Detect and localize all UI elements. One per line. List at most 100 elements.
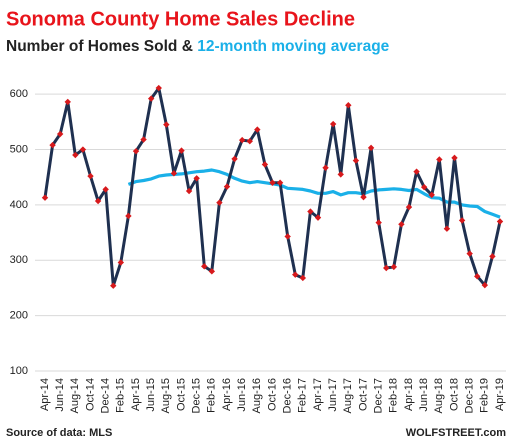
marker [201, 263, 208, 270]
marker [367, 144, 375, 152]
marker [443, 225, 451, 232]
x-tick-label: Apr-18 [403, 378, 415, 411]
marker [345, 102, 352, 109]
x-tick-label: Dec-16 [282, 378, 294, 413]
marker [254, 126, 261, 133]
marker [292, 271, 299, 278]
marker [246, 138, 253, 145]
marker [360, 193, 367, 201]
marker [284, 233, 291, 240]
legend-entry: Number of Homes Sold [6, 38, 177, 55]
x-tick-label: Apr-14 [39, 378, 51, 411]
x-tick-label: Apr-19 [494, 378, 506, 411]
x-tick-label: Feb-18 [388, 378, 400, 413]
x-tick-label: Aug-14 [69, 378, 81, 413]
marker [261, 161, 269, 168]
marker [314, 214, 322, 221]
y-tick-label: 600 [10, 88, 28, 100]
x-tick-label: Oct-15 [175, 378, 187, 411]
marker [132, 147, 140, 155]
marker [436, 156, 443, 163]
marker [269, 179, 276, 186]
x-tick-label: Oct-17 [357, 378, 369, 411]
marker [147, 95, 155, 102]
x-tick-label: Feb-15 [115, 378, 127, 413]
y-tick-label: 300 [10, 254, 28, 266]
x-tick-label: Jun-15 [145, 378, 157, 412]
x-tick-label: Aug-18 [433, 378, 445, 413]
marker [466, 250, 473, 257]
marker [337, 171, 344, 178]
y-tick-label: 200 [10, 310, 28, 322]
x-tick-label: Apr-15 [130, 378, 142, 411]
x-tick-label: Dec-17 [373, 378, 385, 413]
marker [299, 274, 307, 282]
x-tick-label: Dec-15 [191, 378, 203, 413]
x-tick-label: Jun-14 [54, 378, 66, 412]
marker [117, 259, 125, 266]
marker [102, 186, 109, 193]
series-line [127, 168, 501, 219]
marker [451, 154, 458, 162]
marker [375, 219, 382, 226]
y-tick-label: 100 [10, 365, 28, 377]
x-tick-label: Dec-14 [100, 378, 112, 413]
x-tick-label: Aug-16 [251, 378, 263, 413]
marker [140, 136, 147, 143]
marker [56, 130, 64, 138]
marker [216, 199, 223, 206]
marker [110, 282, 117, 289]
marker [178, 147, 185, 154]
marker [322, 164, 329, 171]
x-tick-label: Feb-19 [479, 378, 491, 413]
marker [193, 175, 200, 182]
marker [481, 281, 489, 289]
marker [276, 179, 284, 186]
x-tick-label: Apr-16 [221, 378, 233, 411]
marker [155, 84, 162, 92]
marker [64, 98, 71, 106]
marker [307, 208, 314, 215]
x-tick-label: Apr-17 [312, 378, 324, 411]
marker [458, 217, 466, 224]
chart-title: Sonoma County Home Sales Decline [6, 8, 355, 30]
marker [163, 121, 170, 128]
x-tick-label: Jun-18 [418, 378, 430, 412]
x-tick-label: Aug-15 [160, 378, 172, 413]
marker [49, 141, 56, 149]
marker [125, 212, 132, 220]
x-tick-label: Feb-16 [206, 378, 218, 413]
x-tick-label: Dec-18 [464, 378, 476, 413]
marker [72, 151, 79, 159]
marker [398, 221, 405, 228]
series-line [43, 86, 502, 288]
marker [185, 187, 193, 195]
x-tick-label: Oct-14 [84, 378, 96, 411]
marker [405, 203, 413, 211]
x-tick-label: Aug-17 [342, 378, 354, 413]
x-tick-label: Jun-16 [236, 378, 248, 412]
source: Source of data: MLS [6, 427, 112, 439]
marker [329, 120, 337, 128]
marker [420, 183, 428, 191]
x-tick-label: Jun-17 [327, 378, 339, 412]
marker [41, 194, 49, 201]
marker [223, 183, 231, 190]
marker [87, 172, 94, 180]
x-tick-label: Oct-18 [448, 378, 460, 411]
marker [170, 170, 178, 177]
marker [474, 273, 481, 280]
subtitle: Number of Homes Sold & 12-month moving a… [6, 38, 390, 55]
marker [390, 263, 398, 271]
y-tick-label: 400 [10, 199, 28, 211]
x-tick-label: Feb-17 [297, 378, 309, 413]
watermark: WOLFSTREET.com [406, 427, 506, 439]
marker [413, 168, 420, 175]
marker [352, 157, 360, 164]
marker [489, 253, 496, 260]
x-tick-label: Oct-16 [266, 378, 278, 411]
marker [238, 136, 246, 144]
y-tick-label: 500 [10, 143, 28, 155]
marker [94, 197, 102, 205]
